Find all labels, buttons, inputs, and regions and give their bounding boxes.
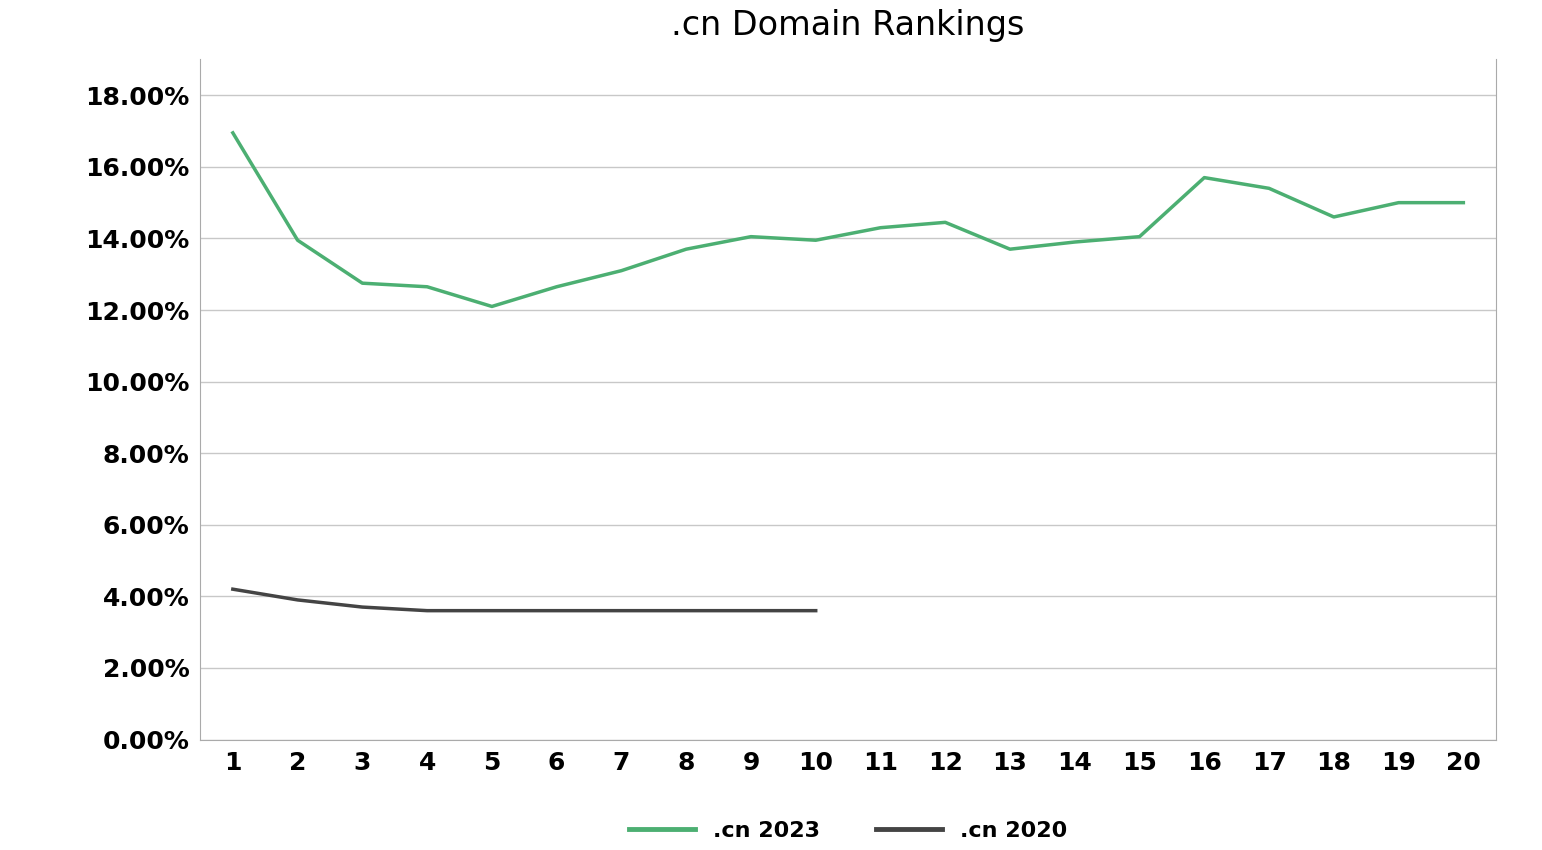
Title: .cn Domain Rankings: .cn Domain Rankings xyxy=(671,8,1025,42)
Legend: .cn 2023, .cn 2020: .cn 2023, .cn 2020 xyxy=(620,812,1076,850)
